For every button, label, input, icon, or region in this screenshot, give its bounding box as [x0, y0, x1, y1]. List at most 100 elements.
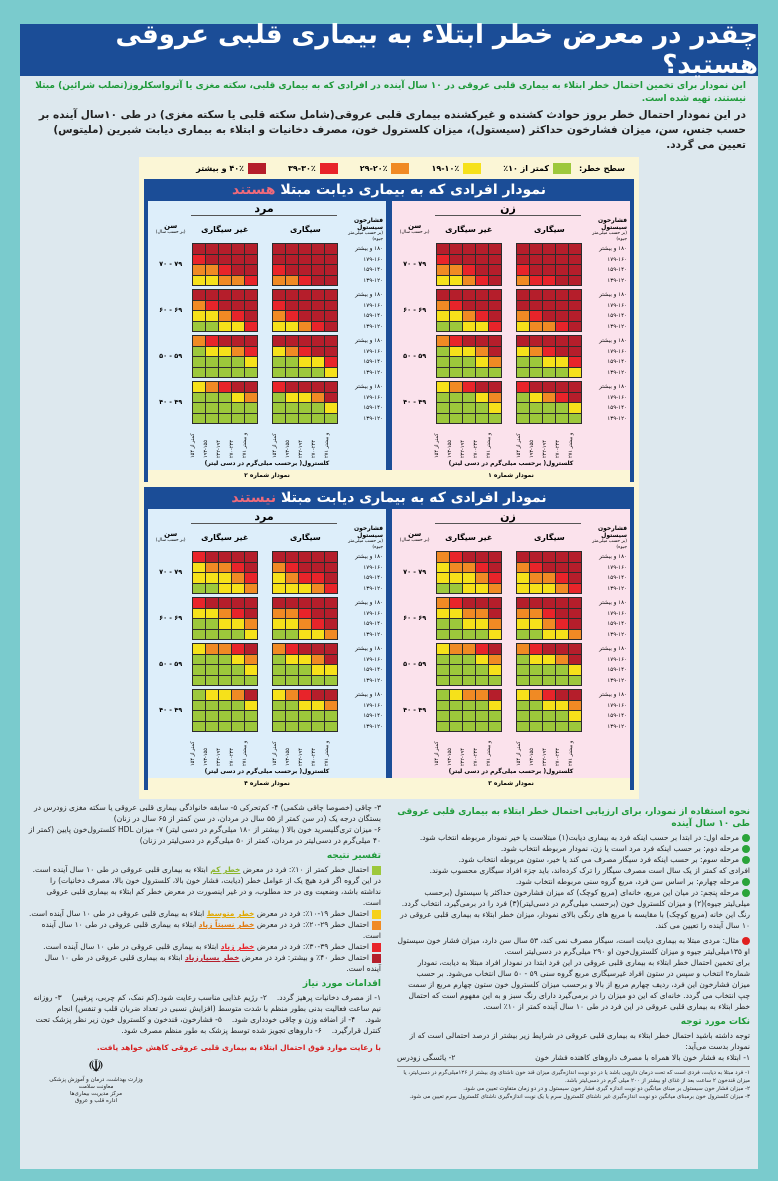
step: مرحله سوم: بر حسب اینکه فرد سیگار مصرف م… — [397, 854, 750, 865]
risk-cell — [517, 254, 530, 264]
risk-cell — [475, 721, 488, 731]
risk-cell — [475, 275, 488, 285]
risk-cell — [218, 403, 231, 413]
risk-cell — [231, 254, 244, 264]
bp-row-label: ۱۸۰ و بیشتر — [355, 646, 383, 652]
age-unit: (بر حسب سال) — [399, 230, 430, 236]
risk-cell — [286, 275, 299, 285]
smoker-header: سیگاری — [289, 533, 321, 542]
risk-cell — [312, 598, 325, 608]
chol-col-label: ۲۷۱ و بیشتر — [324, 432, 330, 458]
interpret-highlight: خطر متوسط — [206, 909, 255, 918]
risk-cell — [530, 392, 543, 402]
risk-cell — [244, 583, 257, 593]
risk-cell — [488, 644, 501, 654]
nonsmoker-risk-grid — [191, 243, 258, 286]
risk-cell — [244, 675, 257, 685]
risk-cell — [286, 619, 299, 629]
age-label: ۷۹ - ۷۰ — [403, 568, 427, 576]
bp-labels: ۱۸۰ و بیشتر ۱۷۹-۱۶۰ ۱۵۹-۱۴۰ ۱۳۹-۱۲۰ — [584, 597, 627, 640]
risk-cell — [436, 244, 449, 254]
action-item: ۴- از اضافه وزن و چاقی خودداری شود. — [231, 1015, 356, 1024]
risk-cell — [273, 562, 286, 572]
risk-cell — [517, 573, 530, 583]
risk-cell — [556, 629, 569, 639]
age-label: ۴۹ - ۴۰ — [403, 706, 427, 714]
risk-cell — [192, 608, 205, 618]
interpret-item: احتمال خطر ۲۹-۲۰٪: فرد در معرض خطر نسبتا… — [28, 919, 381, 941]
bp-header-wrap: فشارخون سیستول (بر حسب میلی‌متر جیوه) — [584, 525, 627, 550]
risk-color-square — [372, 865, 381, 875]
smoker-grid-wrap — [515, 289, 584, 332]
chol-col-label: ۲۳۲-۱۹۴ — [216, 440, 222, 458]
risk-cell — [218, 700, 231, 710]
risk-cell — [312, 711, 325, 721]
risk-cell — [299, 675, 312, 685]
step-note: افرادی که کمتر از یک سال است مصرف سیگار … — [429, 866, 750, 875]
intro: این نمودار برای تخمین احتمال خطر ابتلاء … — [20, 76, 758, 157]
interpret-after: ابتلاء به بیماری قلبی عروقی در طی ۱۰ سال… — [43, 942, 221, 951]
chol-col-label: ۲۷۰-۲۳۳ — [473, 440, 479, 458]
smoker-grid-wrap — [271, 381, 340, 424]
risk-cell — [299, 321, 312, 331]
risk-cell — [244, 403, 257, 413]
risk-cell — [449, 690, 462, 700]
risk-cell — [462, 690, 475, 700]
chol-label-group: کمتر از ۱۵۴ ۱۹۳-۱۵۵ ۲۳۲-۱۹۴ ۲۷۰-۲۳۳ ۲۷۱ و بی… — [431, 427, 501, 459]
risk-cell — [325, 608, 338, 618]
risk-cell — [530, 665, 543, 675]
risk-cell — [325, 675, 338, 685]
bp-row-label: ۱۳۹-۱۲۰ — [363, 631, 383, 638]
risk-cell — [205, 562, 218, 572]
risk-cell — [449, 403, 462, 413]
risk-cell — [556, 690, 569, 700]
risk-cell — [231, 244, 244, 254]
risk-cell — [436, 367, 449, 377]
risk-cell — [286, 367, 299, 377]
risk-cell — [569, 392, 582, 402]
risk-cell — [436, 654, 449, 664]
risk-cell — [205, 382, 218, 392]
risk-factors: ۳- چاقی (خصوصا چاقی شکمی) ۴- کم‌تحرکی ۵-… — [28, 802, 381, 846]
risk-cell — [299, 265, 312, 275]
risk-cell — [517, 583, 530, 593]
sex-header: زن — [435, 203, 581, 216]
green-bullet-icon — [742, 845, 750, 853]
risk-cell — [286, 357, 299, 367]
risk-cell — [244, 629, 257, 639]
nonsmoker-grid-wrap — [190, 381, 259, 424]
bp-row-label: ۱۷۹-۱۶۰ — [363, 302, 383, 309]
legend-item-label: کمتر از ۱۰٪ — [503, 163, 550, 173]
risk-cell — [273, 290, 286, 300]
bp-row-label: ۱۸۰ و بیشتر — [599, 246, 627, 252]
risk-cell — [517, 675, 530, 685]
risk-cell — [286, 403, 299, 413]
chol-label-group: کمتر از ۱۵۴ ۱۹۳-۱۵۵ ۲۳۲-۱۹۴ ۲۷۰-۲۳۳ ۲۷۱ و بی… — [187, 427, 257, 459]
notes-heading: نکات مورد توجه — [680, 1017, 750, 1027]
risk-cell — [192, 573, 205, 583]
risk-cell — [449, 644, 462, 654]
legend-item: کمتر از ۱۰٪ — [503, 162, 572, 174]
smoker-header: سیگاری — [533, 225, 565, 234]
smoker-grid-wrap — [271, 551, 340, 594]
risk-factor: ۳- چاقی (خصوصا چاقی شکمی) ۴- کم‌تحرکی ۵-… — [33, 803, 381, 823]
bp-row-label: ۱۳۹-۱۲۰ — [607, 415, 627, 422]
risk-cell — [273, 721, 286, 731]
risk-cell — [299, 690, 312, 700]
legend-swatch — [463, 162, 482, 174]
age-label: ۶۹ - ۶۰ — [159, 306, 183, 314]
risk-cell — [299, 367, 312, 377]
risk-cell — [517, 654, 530, 664]
risk-cell — [475, 265, 488, 275]
risk-cell — [569, 336, 582, 346]
risk-cell — [556, 403, 569, 413]
risk-cell — [543, 583, 556, 593]
risk-cell — [312, 644, 325, 654]
risk-cell — [325, 598, 338, 608]
risk-cell — [462, 392, 475, 402]
risk-cell — [205, 665, 218, 675]
risk-cell — [244, 336, 257, 346]
action-item: ۳- روزانه نیم ساعت فعالیت بدنی بطور منظم… — [33, 993, 381, 1024]
risk-cell — [436, 336, 449, 346]
bp-labels: ۱۸۰ و بیشتر ۱۷۹-۱۶۰ ۱۵۹-۱۴۰ ۱۳۹-۱۲۰ — [340, 335, 383, 378]
